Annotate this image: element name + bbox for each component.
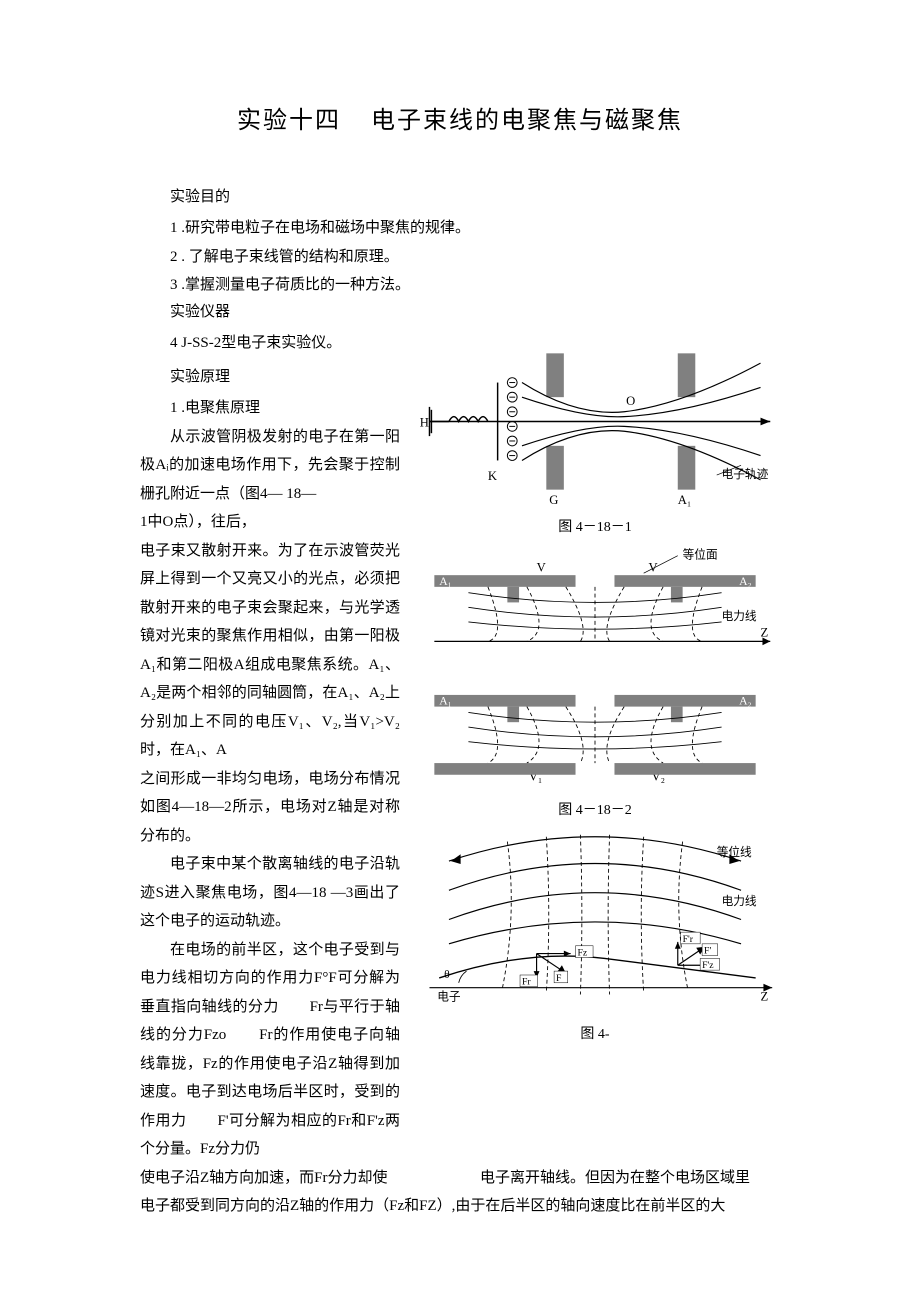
fig1-label-A1: A₁ xyxy=(678,493,692,507)
fig2-label-eqi: 等位面 xyxy=(683,547,718,561)
purpose-item-3: 3 .掌握测量电子荷质比的一种方法。 xyxy=(140,271,780,300)
purpose-item-1: 1 .研究带电粒子在电场和磁场中聚焦的规律。 xyxy=(140,214,780,243)
fig3-label-Fzp: F'z xyxy=(702,960,714,971)
figure-4-18-2: 等位面 V V A₁ A₂ Z xyxy=(410,544,780,819)
fig2-label-field: 电力线 xyxy=(722,608,757,622)
fig3-label-eqi: 等位线 xyxy=(717,845,752,859)
section-principle: 实验原理 xyxy=(140,365,400,386)
fig2-label-A1-bot: A₁ xyxy=(439,694,452,707)
fig1-label-H: H xyxy=(420,415,429,429)
para-2: 电子束又散射开来。为了在示波管荧光屏上得到一个又亮又小的光点，必须把散射开来的电… xyxy=(140,537,400,765)
para-6b: 电子离开轴线。但因为在整个电场区域里 xyxy=(420,1164,780,1193)
fig3-label-Frp: F'r xyxy=(683,934,694,945)
section-purpose: 实验目的 xyxy=(140,185,780,206)
principle-head: 1 .电聚焦原理 xyxy=(140,394,400,423)
fig3-caption: 图 4- xyxy=(410,1023,780,1043)
section-apparatus: 实验仪器 xyxy=(140,300,780,321)
figure-4-18-3: 等位线 电力线 Z θ 电子 xyxy=(410,827,780,1044)
para-7: 电子都受到同方向的沿Z轴的作用力（Fz和FZ）,由于在后半区的轴向速度比在前半区… xyxy=(140,1192,780,1221)
page-title: 实验十四 电子束线的电聚焦与磁聚焦 xyxy=(140,100,780,135)
fig1-label-traj: 电子轨迹 xyxy=(722,466,769,480)
para-5: 在电场的前半区，这个电子受到与电力线相切方向的作用力F°F可分解为垂直指向轴线的… xyxy=(140,936,400,1164)
fig2-label-V-top2: V xyxy=(649,560,658,574)
fig3-label-Fr: Fr xyxy=(522,976,531,987)
fig3-label-F: F xyxy=(556,972,562,983)
fig2-label-A1-top: A₁ xyxy=(439,574,452,587)
fig3-label-theta: θ xyxy=(444,968,450,981)
title-main: 电子束线的电聚焦与磁聚焦 xyxy=(371,108,683,134)
fig3-label-field: 电力线 xyxy=(722,894,757,908)
fig2-label-A2-top: A₂ xyxy=(739,574,752,587)
fig3-label-e: 电子 xyxy=(437,990,461,1003)
fig3-label-Z: Z xyxy=(761,989,769,1003)
fig1-label-G: G xyxy=(549,493,558,507)
fig1-label-K: K xyxy=(488,468,497,482)
fig2-label-V-top: V xyxy=(537,560,546,574)
fig2-caption: 图 4－18－2 xyxy=(410,799,780,819)
title-prefix: 实验十四 xyxy=(237,108,341,134)
para-1b: 1中O点），往后， xyxy=(140,508,400,537)
para-4: 电子束中某个散离轴线的电子沿轨迹S进入聚焦电场，图4—18 —3画出了这个电子的… xyxy=(140,850,400,936)
para-1: 从示波管阴极发射的电子在第一阳极Aᵢ的加速电场作用下，先会聚于控制栅孔附近一点（… xyxy=(140,423,400,509)
fig3-label-Fz: Fz xyxy=(577,947,587,958)
purpose-item-2: 2 . 了解电子束线管的结构和原理。 xyxy=(140,243,780,272)
para-3: 之间形成一非均匀电场，电场分布情况如图4—18—2所示，电场对Z轴是对称分布的。 xyxy=(140,765,400,851)
figure-4-18-1: H K G A₁ O xyxy=(410,329,780,536)
apparatus-item-1: 4 J-SS-2型电子束实验仪。 xyxy=(140,329,400,358)
para-6: 使电子沿Z轴方向加速，而Fr分力却使 xyxy=(140,1164,400,1193)
fig1-caption: 图 4－18－1 xyxy=(410,516,780,536)
fig2-label-A2-bot: A₂ xyxy=(739,694,752,707)
fig3-label-Fp: F' xyxy=(704,945,711,956)
fig2-label-Z: Z xyxy=(761,625,769,639)
fig1-label-O: O xyxy=(626,393,635,407)
